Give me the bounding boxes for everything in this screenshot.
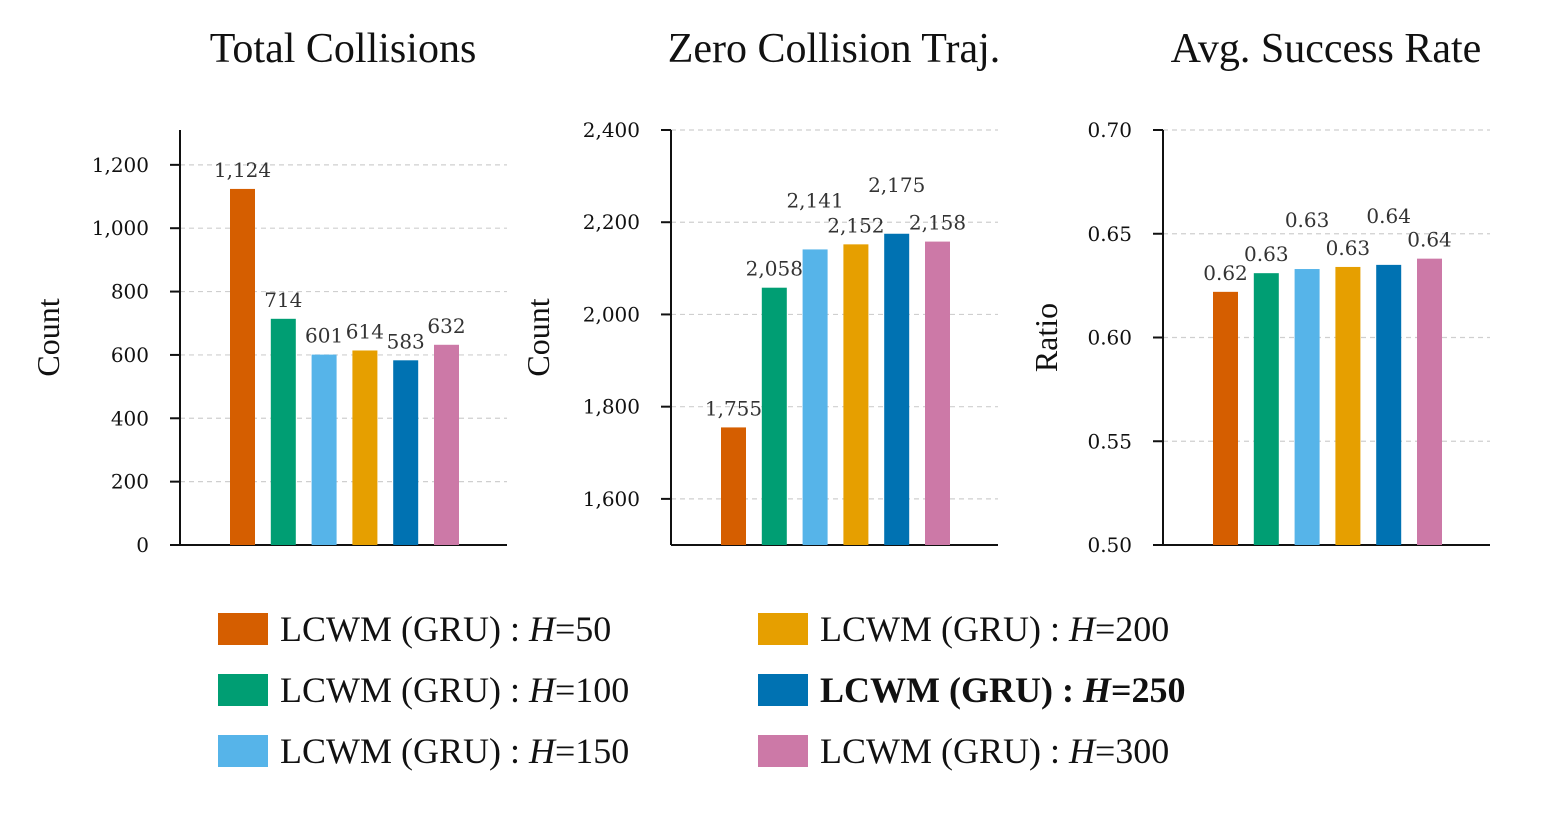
y-axis-label: Count [30, 298, 66, 376]
legend-item: LCWM (GRU) : H=300 [758, 720, 1318, 781]
legend-item: LCWM (GRU) : H=100 [218, 659, 758, 720]
data-label: 2,175 [868, 173, 925, 197]
data-label: 2,058 [746, 257, 803, 281]
data-label: 0.64 [1407, 228, 1452, 252]
y-axis-label: Count [520, 298, 556, 376]
data-label: 614 [346, 319, 384, 343]
chart-title: Avg. Success Rate [1171, 26, 1482, 72]
y-tick-label: 400 [111, 406, 149, 430]
legend-label: LCWM (GRU) : H=150 [280, 730, 630, 771]
legend-label: LCWM (GRU) : H=50 [280, 608, 612, 649]
y-tick-label: 0.55 [1087, 429, 1132, 453]
chart-title: Total Collisions [210, 26, 477, 72]
legend-item: LCWM (GRU) : H=150 [218, 720, 758, 781]
bar-h-100 [1253, 273, 1279, 545]
legend-item: LCWM (GRU) : H=200 [758, 598, 1318, 659]
y-tick-label: 600 [111, 343, 149, 367]
y-tick-label: 0.60 [1087, 326, 1132, 350]
data-label: 714 [264, 288, 302, 312]
bar-h-100 [761, 287, 787, 545]
legend-swatch [218, 612, 268, 645]
legend: LCWM (GRU) : H=50 LCWM (GRU) : H=200 LCWM … [218, 598, 1348, 778]
y-tick-label: 0 [136, 533, 149, 557]
bar-h-50 [721, 427, 746, 545]
data-label: 1,755 [705, 396, 762, 420]
bar-h-150 [311, 354, 337, 545]
bar-h-50 [230, 188, 255, 546]
legend-swatch [758, 673, 808, 706]
data-label: 601 [305, 324, 343, 348]
y-tick-label: 1,600 [583, 487, 640, 511]
bar-h-200 [352, 350, 378, 545]
bar-h-250 [1376, 264, 1402, 545]
chart-title: Zero Collision Traj. [668, 26, 1001, 72]
y-tick-label: 1,800 [583, 395, 640, 419]
legend-swatch [758, 612, 808, 645]
bar-h-250 [884, 233, 910, 545]
bar-h-200 [1335, 266, 1361, 545]
legend-item: LCWM (GRU) : H=50 [218, 598, 758, 659]
chart-panel-1: 0 200 400 600 800 1,000 1,200 Total Collisions C… [30, 26, 507, 557]
bar-h-150 [802, 249, 828, 545]
y-tick-label: 1,000 [92, 216, 149, 240]
bar-h-50 [1213, 291, 1238, 545]
data-label: 0.64 [1366, 204, 1411, 228]
data-label: 0.63 [1244, 242, 1289, 266]
y-tick-label: 800 [111, 280, 149, 304]
y-tick-label: 2,400 [583, 118, 640, 142]
data-label: 583 [387, 329, 425, 353]
y-tick-label: 0.65 [1087, 222, 1132, 246]
legend-swatch [218, 734, 268, 767]
data-label: 0.63 [1326, 236, 1371, 260]
data-label: 2,158 [909, 211, 966, 235]
chart-panel-3: 0.50 0.55 0.60 0.65 0.70 Avg. Success Rate Rat… [1028, 26, 1490, 557]
legend-label: LCWM (GRU) : H=250 [820, 669, 1186, 710]
data-label: 1,124 [214, 158, 271, 182]
bar-h-300 [1417, 258, 1442, 545]
y-axis-label: Ratio [1028, 303, 1064, 372]
y-tick-label: 0.70 [1087, 118, 1132, 142]
data-label: 2,141 [786, 188, 843, 212]
y-tick-label: 0.50 [1087, 533, 1132, 557]
data-label: 0.62 [1203, 261, 1248, 285]
legend-item: LCWM (GRU) : H=250 [758, 659, 1318, 720]
chart-panel-2: 1,600 1,800 2,000 2,200 2,400 Zero Collision … [520, 26, 1001, 546]
y-tick-label: 2,200 [583, 210, 640, 234]
bar-h-150 [1294, 269, 1320, 545]
legend-label: LCWM (GRU) : H=200 [820, 608, 1170, 649]
y-tick-label: 200 [111, 470, 149, 494]
data-label: 0.63 [1285, 208, 1330, 232]
legend-swatch [758, 734, 808, 767]
legend-label: LCWM (GRU) : H=100 [280, 669, 630, 710]
bar-h-300 [925, 241, 950, 546]
y-tick-label: 1,200 [92, 153, 149, 177]
y-tick-label: 2,000 [583, 302, 640, 326]
bar-h-250 [393, 360, 419, 545]
bar-h-200 [843, 244, 869, 545]
data-label: 2,152 [827, 213, 884, 237]
bar-h-300 [434, 344, 459, 545]
data-label: 632 [427, 314, 465, 338]
bar-h-100 [270, 318, 296, 545]
legend-label: LCWM (GRU) : H=300 [820, 730, 1170, 771]
legend-swatch [218, 673, 268, 706]
